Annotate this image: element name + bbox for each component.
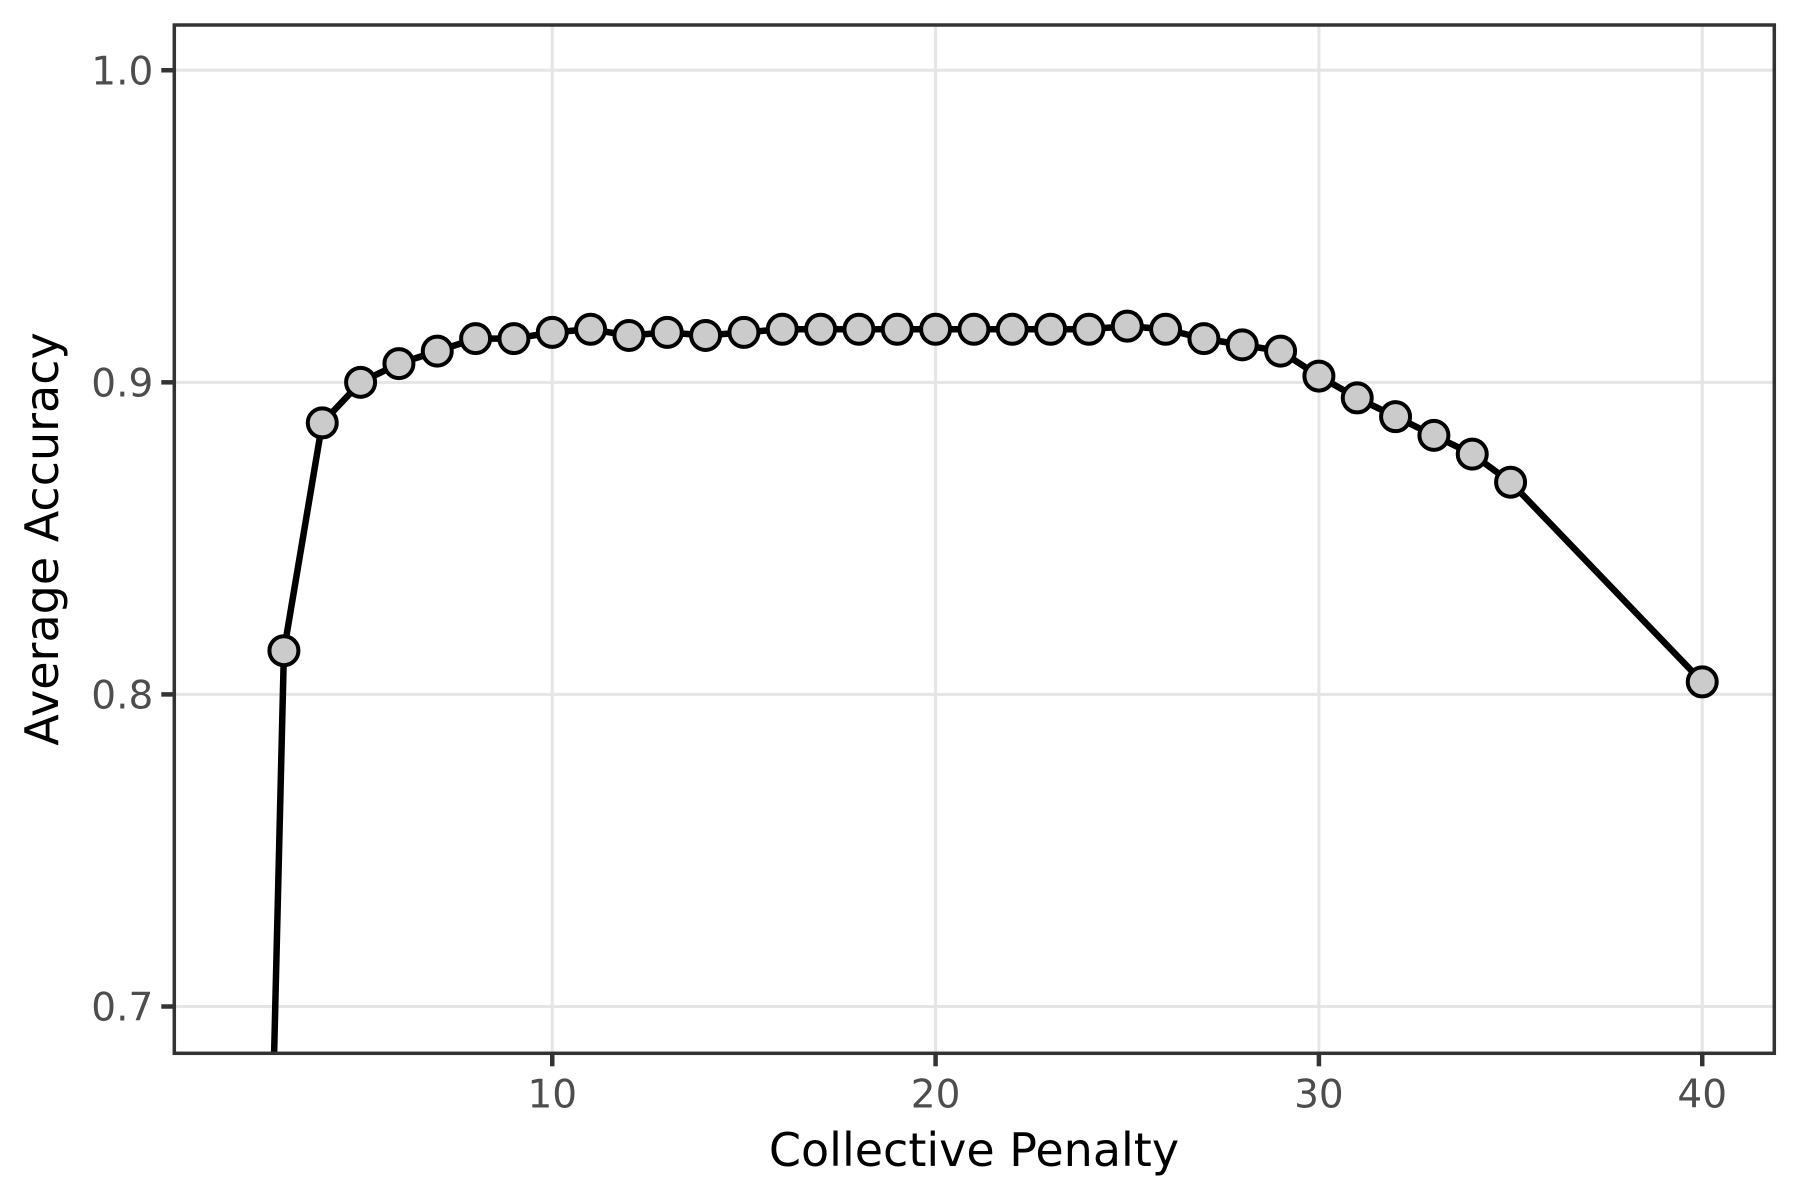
data-point-marker xyxy=(267,634,301,668)
data-point-marker xyxy=(727,315,761,349)
x-tick-label-40: 40 xyxy=(1677,1072,1727,1117)
data-point-marker xyxy=(305,406,339,440)
data-point-marker xyxy=(1302,359,1336,393)
series-layer xyxy=(267,309,1719,1054)
data-point-marker xyxy=(1110,309,1144,343)
y-tick-label-0.7: 0.7 xyxy=(91,985,153,1030)
data-point-marker xyxy=(497,322,531,356)
data-point-marker xyxy=(689,319,723,353)
tick-labels-layer: 10 20 30 40 0.7 0.8 0.9 1.0 xyxy=(91,49,1727,1117)
data-point-marker xyxy=(574,312,608,346)
data-point-marker xyxy=(804,312,838,346)
data-point-marker xyxy=(1264,334,1298,368)
plot-border xyxy=(172,23,1777,1056)
data-point-marker xyxy=(880,312,914,346)
data-point-marker xyxy=(1072,312,1106,346)
data-point-marker xyxy=(995,312,1029,346)
data-point-marker xyxy=(1379,400,1413,434)
data-point-marker xyxy=(612,319,646,353)
data-point-marker xyxy=(1340,381,1374,415)
data-point-marker xyxy=(1685,665,1719,699)
data-point-marker xyxy=(535,315,569,349)
data-point-marker xyxy=(842,312,876,346)
data-point-marker xyxy=(1455,437,1489,471)
axes-layer xyxy=(161,23,1777,1067)
y-tick-label-0.9: 0.9 xyxy=(91,361,153,406)
y-tick-label-0.8: 0.8 xyxy=(91,673,153,718)
data-point-marker xyxy=(1187,322,1221,356)
gridlines-layer xyxy=(174,25,1775,1054)
data-point-marker xyxy=(957,312,991,346)
y-axis-label: Average Accuracy xyxy=(15,332,69,746)
data-point-marker xyxy=(1417,418,1451,452)
x-tick-label-10: 10 xyxy=(527,1072,577,1117)
x-axis-label: Collective Penalty xyxy=(769,1123,1179,1177)
data-point-marker xyxy=(382,347,416,381)
data-point-marker xyxy=(1494,465,1528,499)
y-tick-label-1.0: 1.0 xyxy=(91,49,153,94)
data-point-marker xyxy=(420,334,454,368)
data-point-marker xyxy=(344,365,378,399)
data-point-marker xyxy=(1225,328,1259,362)
data-point-marker xyxy=(919,312,953,346)
data-point-marker xyxy=(650,315,684,349)
data-point-marker xyxy=(1149,312,1183,346)
data-point-marker xyxy=(765,312,799,346)
data-point-marker xyxy=(459,322,493,356)
x-tick-label-20: 20 xyxy=(911,1072,961,1117)
data-point-marker xyxy=(1034,312,1068,346)
x-tick-label-30: 30 xyxy=(1294,1072,1344,1117)
